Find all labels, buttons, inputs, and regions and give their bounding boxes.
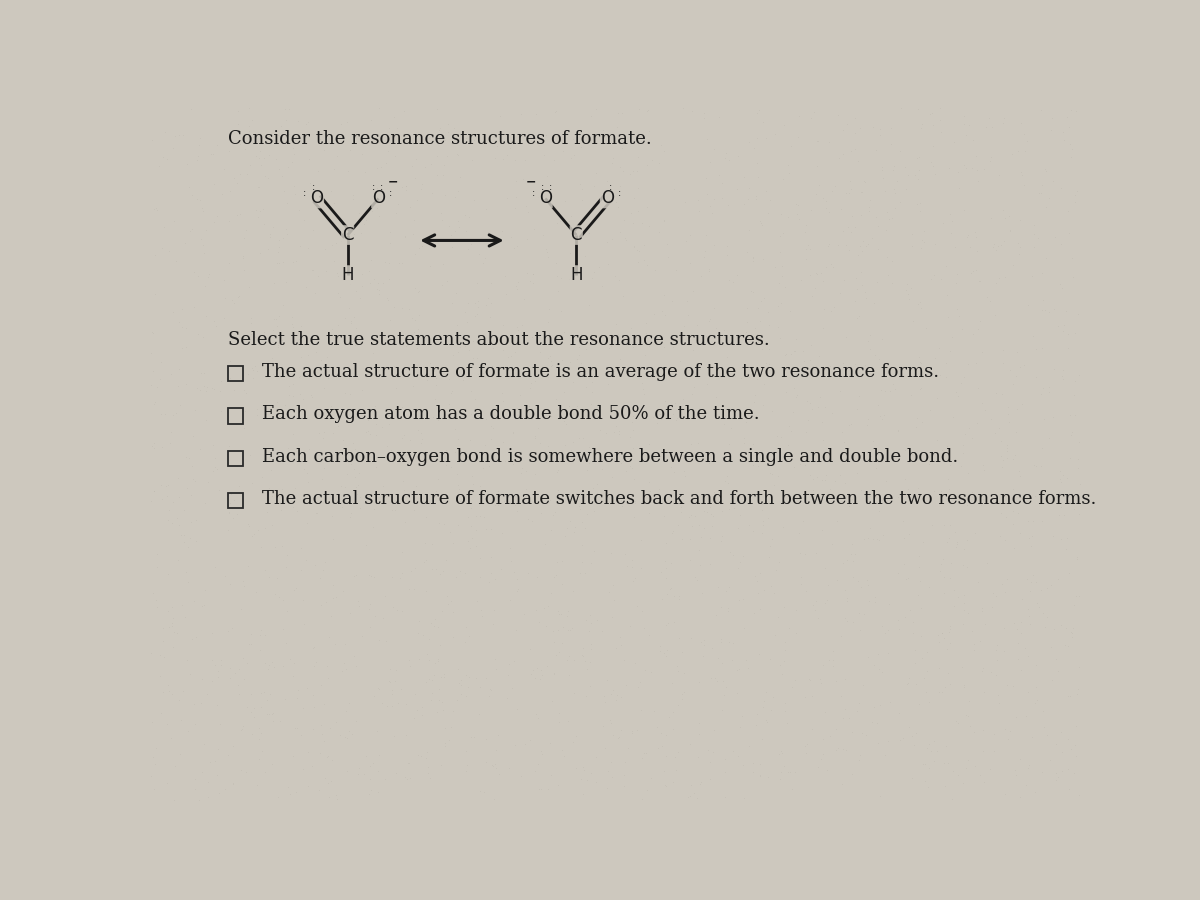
Text: :: : xyxy=(608,182,612,192)
Text: −: − xyxy=(526,176,536,189)
Text: :: : xyxy=(550,182,552,192)
Text: :: : xyxy=(312,182,316,192)
Text: Select the true statements about the resonance structures.: Select the true statements about the res… xyxy=(228,331,769,349)
Text: O: O xyxy=(372,190,385,208)
Text: The actual structure of formate is an average of the two resonance forms.: The actual structure of formate is an av… xyxy=(263,363,940,381)
Text: :: : xyxy=(618,188,620,198)
Text: H: H xyxy=(341,266,354,284)
Text: :: : xyxy=(372,182,374,192)
Text: −: − xyxy=(388,176,398,189)
Text: :: : xyxy=(389,188,392,198)
Text: :: : xyxy=(304,188,306,198)
Bar xyxy=(228,493,242,508)
Text: Each carbon–oxygen bond is somewhere between a single and double bond.: Each carbon–oxygen bond is somewhere bet… xyxy=(263,448,959,466)
Bar xyxy=(228,409,242,424)
Text: :: : xyxy=(380,182,383,192)
Text: C: C xyxy=(342,226,353,244)
Text: Consider the resonance structures of formate.: Consider the resonance structures of for… xyxy=(228,130,652,148)
Text: H: H xyxy=(570,266,582,284)
Text: O: O xyxy=(601,190,613,208)
Bar xyxy=(228,366,242,382)
Bar xyxy=(228,451,242,466)
Text: O: O xyxy=(539,190,552,208)
Text: The actual structure of formate switches back and forth between the two resonanc: The actual structure of formate switches… xyxy=(263,491,1097,508)
Text: O: O xyxy=(311,190,323,208)
Text: :: : xyxy=(540,182,544,192)
Text: :: : xyxy=(532,188,535,198)
Text: Each oxygen atom has a double bond 50% of the time.: Each oxygen atom has a double bond 50% o… xyxy=(263,406,760,424)
Text: C: C xyxy=(570,226,582,244)
